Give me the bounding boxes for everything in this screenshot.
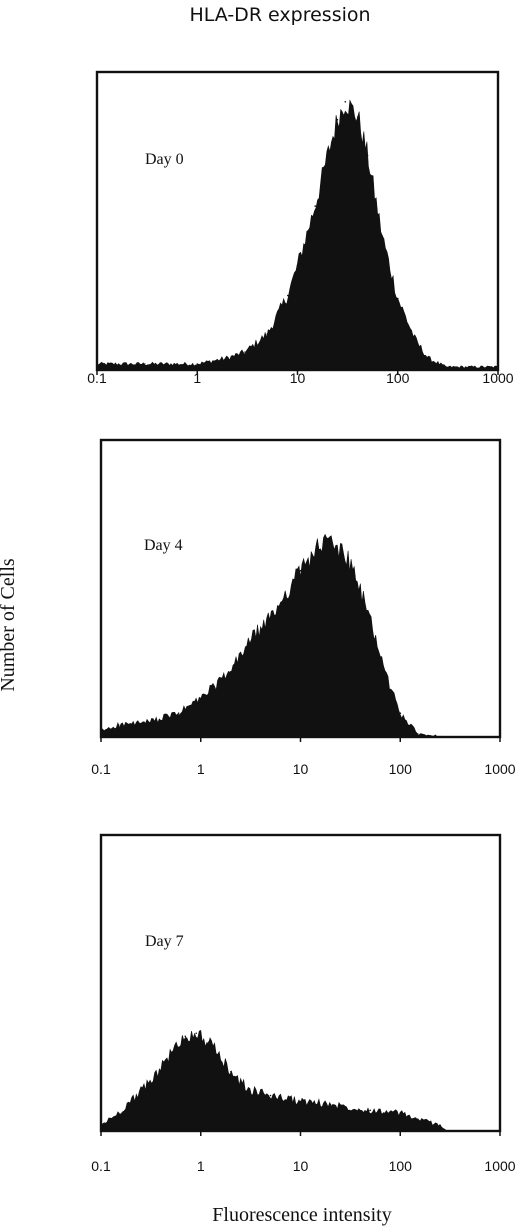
data-point	[269, 617, 272, 619]
histogram-panel-2: 0.1 1 10 100 1000 Day 4	[91, 438, 516, 777]
x-axis-label: Fluorescence intensity	[212, 1204, 391, 1226]
data-point	[414, 339, 417, 342]
data-point	[117, 1112, 120, 1114]
x-tick-label: 1	[197, 1158, 205, 1174]
data-point	[397, 297, 399, 300]
data-point	[444, 366, 447, 368]
data-point	[287, 294, 289, 297]
data-point	[247, 641, 250, 643]
data-point	[427, 357, 429, 359]
x-tick-label: 10	[293, 1158, 309, 1174]
data-point	[207, 1041, 210, 1043]
x-tick-label: 10	[293, 761, 309, 777]
histogram-area	[100, 533, 500, 738]
x-tick-label: 100	[389, 761, 413, 777]
data-point	[230, 670, 232, 673]
data-point	[266, 333, 269, 336]
data-point	[196, 363, 199, 365]
data-point	[439, 1124, 441, 1126]
panel-label: Day 4	[144, 537, 183, 554]
data-point	[247, 1088, 250, 1091]
x-tick-label: 1	[193, 370, 201, 386]
x-tick-label: 10	[290, 370, 306, 386]
data-point	[369, 617, 372, 619]
histogram-panel-3: 0.1 1 10 100 1000 Day 7	[91, 833, 516, 1174]
x-tick-label: 0.1	[91, 1158, 111, 1174]
data-point	[384, 670, 386, 673]
data-point	[417, 733, 419, 735]
data-point	[144, 363, 146, 365]
histogram-area	[100, 1029, 500, 1132]
figure-title: HLA-DR expression	[189, 4, 370, 26]
data-point	[147, 721, 150, 723]
data-point	[147, 1082, 150, 1085]
data-point	[326, 154, 329, 157]
x-tick-label: 100	[386, 370, 410, 386]
data-point	[347, 558, 349, 560]
data-point	[226, 357, 229, 359]
data-point	[244, 351, 246, 353]
data-point	[195, 1032, 197, 1035]
data-point	[399, 1112, 402, 1114]
data-point	[366, 154, 369, 157]
data-point	[314, 205, 317, 207]
x-tick-label: 0.1	[91, 761, 111, 777]
histogram-area	[96, 99, 499, 371]
data-point	[381, 235, 384, 237]
data-point	[299, 1100, 302, 1103]
panel-label: Day 0	[145, 151, 184, 168]
data-point	[299, 569, 302, 572]
panel-label: Day 7	[145, 933, 184, 950]
y-axis-label: Number of Cells	[0, 558, 19, 692]
data-point	[369, 1109, 372, 1112]
data-point	[230, 1071, 232, 1073]
data-point	[117, 724, 120, 726]
data-point	[317, 546, 319, 548]
x-tick-label: 100	[389, 1158, 413, 1174]
histogram-panels: 0.1 1 10 100 1000 Day 0 0.1 1 10 100 1000 Day 4 0.1 1…	[87, 70, 516, 1174]
data-point	[269, 1094, 272, 1097]
data-point	[417, 1118, 419, 1120]
data-point	[399, 712, 402, 714]
data-point	[336, 118, 339, 121]
data-point	[200, 697, 202, 700]
data-point	[284, 593, 286, 596]
data-point	[184, 1035, 187, 1038]
histogram-panel-1: 0.1 1 10 100 1000 Day 0	[87, 70, 514, 386]
data-point	[357, 115, 359, 118]
x-tick-label: 0.1	[87, 370, 107, 386]
data-point	[296, 264, 299, 267]
x-tick-label: 1000	[484, 1158, 515, 1174]
data-point	[169, 1053, 172, 1055]
x-tick-label: 1	[197, 761, 205, 777]
data-point	[329, 540, 332, 542]
data-point	[329, 1103, 332, 1106]
x-tick-label: 1000	[482, 370, 513, 386]
data-point	[177, 712, 180, 714]
data-point	[344, 101, 347, 103]
x-tick-label: 1000	[484, 761, 515, 777]
